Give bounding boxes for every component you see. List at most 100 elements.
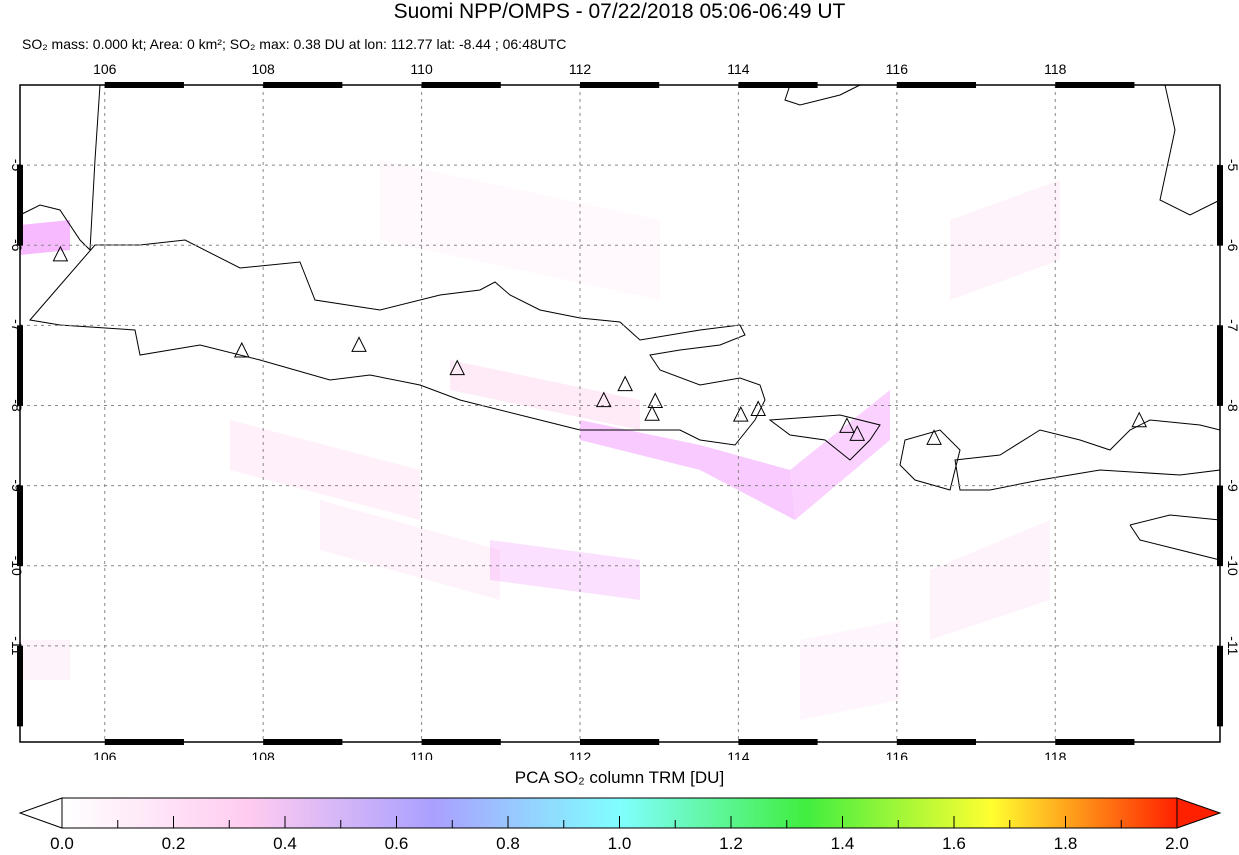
so2-patch: [490, 540, 640, 600]
frame-tick-bar: [17, 645, 23, 727]
so2-map: 106 106 108 108 110 110 112 112 114 114 116 116 118 1…: [9, 61, 1239, 760]
sulawesi-coast: [1159, 84, 1221, 216]
lon-tick-label: 108: [251, 61, 275, 77]
frame-tick-bar: [1217, 325, 1223, 406]
so2-summary: SO₂ mass: 0.000 kt; Area: 0 km²; SO₂ max…: [22, 36, 567, 52]
frame-tick-bar: [1217, 645, 1223, 727]
frame-tick-bar: [738, 739, 818, 745]
lat-tick-label: -10: [1225, 556, 1239, 576]
colorbar-title: PCA SO₂ column TRM [DU]: [514, 768, 725, 787]
bali-coast: [768, 414, 881, 461]
colorbar-label: 1.4: [830, 834, 855, 853]
frame-ticks: [17, 82, 1223, 745]
lon-tick-label: 118: [1044, 61, 1067, 77]
lat-tick-label: -6: [1225, 239, 1239, 252]
lon-tick-label: 116: [886, 749, 909, 760]
so2-patch: [790, 390, 890, 520]
so2-patch: [380, 160, 660, 300]
lat-tick-label: -11: [1225, 636, 1239, 655]
so2-patches: [20, 160, 1060, 720]
so2-patch: [950, 180, 1060, 300]
so2-patch: [800, 620, 900, 720]
frame-tick-bar: [738, 82, 818, 88]
volcano-markers: [52, 245, 1148, 445]
lon-tick-label: 116: [886, 61, 909, 77]
sumbawa-coast: [954, 419, 1221, 491]
colorbar-label: 0.0: [50, 834, 74, 853]
lat-tick-label: -9: [9, 479, 25, 492]
frame-tick-bar: [580, 739, 660, 745]
so2-patch: [20, 640, 70, 680]
volcano-triangle-icon: [839, 417, 855, 433]
lat-tick-label: -8: [9, 399, 25, 412]
volcano-triangle-icon: [617, 375, 633, 392]
volcano-triangle-icon: [647, 392, 664, 408]
lat-tick-label: -5: [1225, 159, 1239, 172]
frame-tick-bar: [421, 739, 501, 745]
lat-tick-label: -6: [9, 239, 25, 252]
frame-tick-bar: [104, 739, 184, 745]
frame-tick-bar: [1217, 485, 1223, 567]
frame-tick-bar: [263, 739, 343, 745]
graticule: [20, 85, 1220, 742]
so2-patch: [930, 520, 1050, 640]
frame-tick-bar: [580, 82, 660, 88]
lat-tick-label: -7: [1225, 319, 1239, 332]
frame-tick-bar: [421, 82, 501, 88]
colorbar: [18, 797, 1222, 829]
java-coast: [29, 239, 766, 446]
volcano-triangle-icon: [926, 429, 942, 445]
lon-tick-label: 112: [569, 749, 592, 760]
lon-tick-label: 114: [727, 749, 750, 760]
lat-tick-label: -10: [9, 556, 25, 576]
frame-tick-bar: [1055, 739, 1135, 745]
kalimantan-coast: [784, 84, 861, 106]
lat-tick-label: -8: [1225, 399, 1239, 412]
lon-tick-label: 110: [410, 61, 433, 77]
volcano-triangle-icon: [233, 341, 250, 358]
coastlines: [19, 84, 1221, 561]
frame-tick-bar: [1055, 82, 1135, 88]
lon-tick-label: 106: [93, 61, 117, 77]
colorbar-label: 1.8: [1053, 834, 1078, 853]
frame-tick-bar: [1217, 165, 1223, 246]
lat-tick-label: -7: [9, 319, 25, 332]
lon-tick-label: 106: [93, 749, 117, 760]
colorbar-min-arrow: [18, 797, 63, 829]
volcano-triangle-icon: [1131, 411, 1148, 428]
so2-patch: [580, 420, 795, 520]
lon-tick-label: 114: [727, 61, 750, 77]
lon-tick-label: 118: [1044, 749, 1067, 760]
lon-tick-label: 110: [410, 749, 433, 760]
volcano-triangle-icon: [732, 405, 749, 422]
frame-tick-bar: [17, 165, 23, 246]
so2-patch: [230, 420, 420, 520]
volcano-triangle-icon: [644, 405, 660, 421]
frame-tick-bar: [104, 82, 184, 88]
colorbar-label: 1.6: [942, 834, 966, 853]
frame-tick-bar: [896, 82, 977, 88]
colorbar-label: 0.8: [496, 834, 520, 853]
volcano-triangle-icon: [595, 391, 612, 408]
volcano-triangle-icon: [750, 400, 767, 416]
so2-patch: [20, 220, 70, 255]
volcano-triangle-icon: [449, 359, 466, 376]
colorbar-label: 0.2: [161, 834, 186, 853]
lombok-coast: [899, 429, 961, 491]
frame-tick-bar: [263, 82, 343, 88]
sumba-coast: [1129, 514, 1221, 561]
volcano-triangle-icon: [849, 425, 866, 441]
lon-tick-label: 108: [251, 749, 275, 760]
colorbar-label: 0.6: [384, 834, 409, 853]
sumatra-coast: [19, 84, 101, 251]
volcano-triangle-icon: [351, 336, 367, 352]
colorbar-label: 1.2: [719, 834, 743, 853]
lat-tick-label: -11: [9, 636, 25, 655]
axis-labels: 106 106 108 108 110 110 112 112 114 114 116 116 118 1…: [9, 61, 1239, 760]
lat-tick-label: -5: [9, 159, 25, 172]
colorbar-label: 1.0: [607, 834, 632, 853]
frame-tick-bar: [17, 485, 23, 567]
map-title: Suomi NPP/OMPS - 07/22/2018 05:06-06:49 …: [393, 0, 846, 23]
so2-patch: [320, 500, 500, 600]
lon-tick-label: 112: [569, 61, 592, 77]
